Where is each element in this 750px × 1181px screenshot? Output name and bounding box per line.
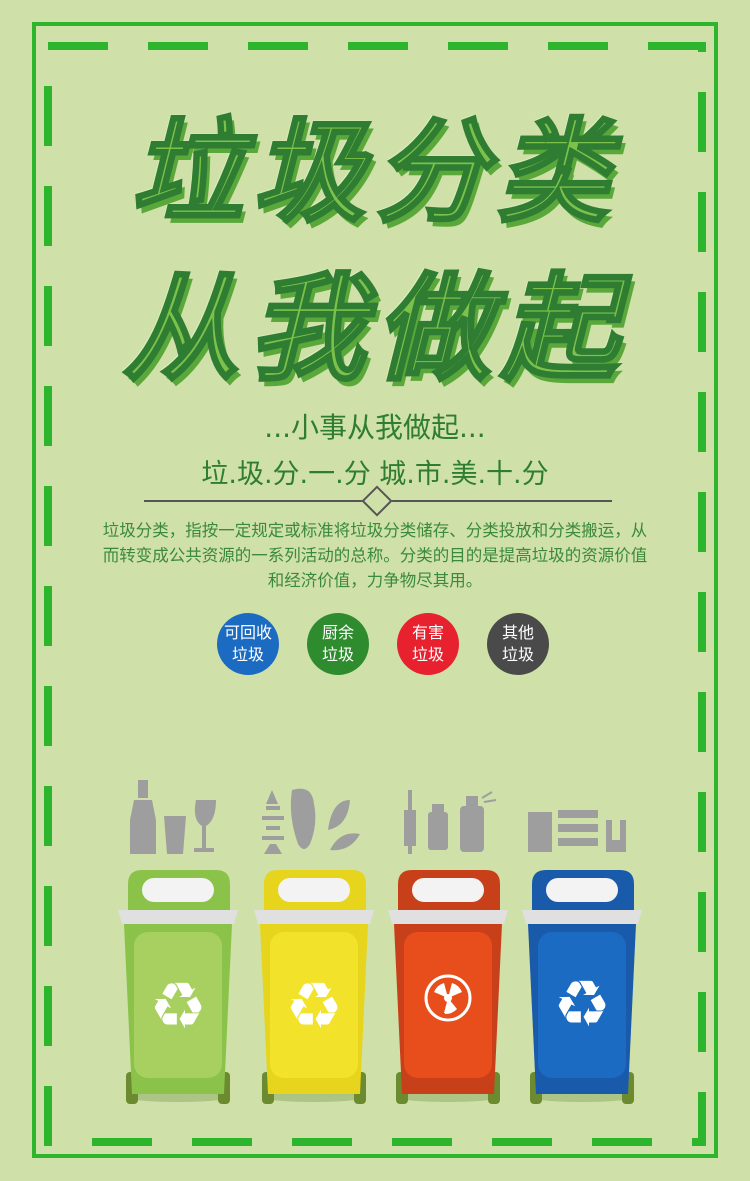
recycle-icon: ♻ — [285, 970, 342, 1044]
category-other: 其他 垃圾 — [487, 613, 549, 675]
dashed-frame — [44, 42, 706, 1146]
slogan: 垃.圾.分.一.分 城.市.美.十.分 — [201, 459, 549, 490]
hazardous-items-icon — [404, 790, 497, 854]
recycle-icon: ♻ — [149, 970, 206, 1044]
subtitle: ...小事从我做起... — [264, 411, 486, 444]
category-label-1: 可回收 — [223, 623, 272, 642]
outer-frame — [32, 22, 718, 1158]
category-label-2: 垃圾 — [411, 645, 444, 664]
category-label-2: 垃圾 — [501, 645, 534, 664]
category-label-1: 厨余 — [321, 623, 354, 642]
hazard-icon — [424, 974, 472, 1022]
bottles-icon — [130, 780, 216, 854]
bin-yellow: ♻ — [254, 870, 374, 1104]
trash-bins-illustration: ♻ ♻ — [118, 780, 642, 1104]
bin-blue: ♻ — [522, 870, 642, 1104]
category-hazardous: 有害 垃圾 — [397, 613, 459, 675]
food-waste-icon — [262, 788, 360, 854]
description: 垃圾分类，指按一定规定或标准将垃圾分类储存、分类投放和分类搬运，从而转变成公共资… — [102, 521, 648, 590]
category-kitchen: 厨余 垃圾 — [307, 613, 369, 675]
bin-red — [388, 870, 508, 1104]
title-line-1: 垃圾分类 — [130, 107, 619, 240]
category-label-1: 有害 — [411, 623, 444, 642]
bin-green: ♻ — [118, 870, 238, 1104]
recycle-icon: ♻ — [553, 968, 610, 1042]
category-label-2: 垃圾 — [321, 645, 354, 664]
category-label-1: 其他 — [501, 623, 534, 642]
other-waste-icon — [528, 810, 626, 852]
title-line-2: 从我做起 — [122, 261, 627, 399]
category-label-2: 垃圾 — [231, 645, 264, 664]
category-recyclable: 可回收 垃圾 — [217, 613, 279, 675]
